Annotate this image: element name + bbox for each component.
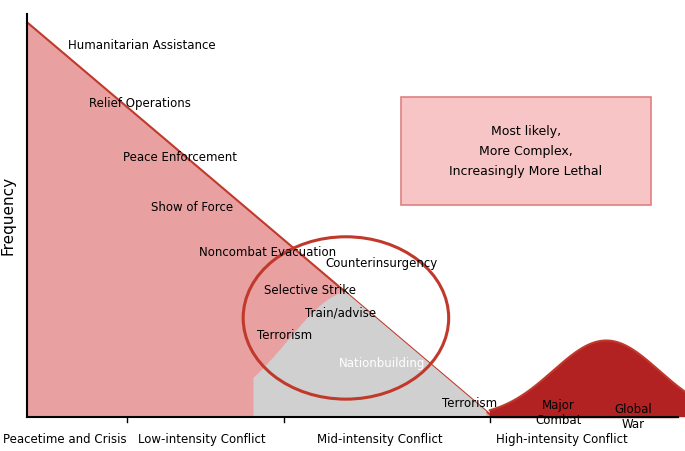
Text: Noncombat Evacuation: Noncombat Evacuation: [199, 246, 336, 259]
Text: Counterinsurgency: Counterinsurgency: [325, 258, 438, 270]
Text: Most likely,
More Complex,
Increasingly More Lethal: Most likely, More Complex, Increasingly …: [449, 124, 602, 178]
Text: Train/advise: Train/advise: [305, 307, 376, 320]
PathPatch shape: [253, 292, 486, 417]
Text: Selective Strike: Selective Strike: [264, 285, 356, 297]
Text: Humanitarian Assistance: Humanitarian Assistance: [68, 39, 216, 51]
PathPatch shape: [490, 341, 685, 417]
PathPatch shape: [27, 23, 678, 417]
Text: Peace Enforcement: Peace Enforcement: [123, 152, 237, 164]
Text: Frequency: Frequency: [1, 176, 16, 255]
Text: Relief Operations: Relief Operations: [89, 97, 191, 110]
Text: Low-intensity Conflict: Low-intensity Conflict: [138, 433, 266, 446]
Text: Peacetime and Crisis: Peacetime and Crisis: [3, 433, 127, 446]
Text: Show of Force: Show of Force: [151, 201, 233, 214]
Text: Terrorism: Terrorism: [257, 330, 312, 342]
Text: Mid-intensity Conflict: Mid-intensity Conflict: [317, 433, 443, 446]
Text: Major
Combat: Major Combat: [535, 399, 582, 427]
Text: Global
War: Global War: [614, 403, 653, 431]
Text: High-intensity Conflict: High-intensity Conflict: [496, 433, 627, 446]
FancyBboxPatch shape: [401, 97, 651, 205]
Text: Terrorism: Terrorism: [442, 397, 497, 410]
Text: Nationbuilding: Nationbuilding: [339, 357, 425, 369]
